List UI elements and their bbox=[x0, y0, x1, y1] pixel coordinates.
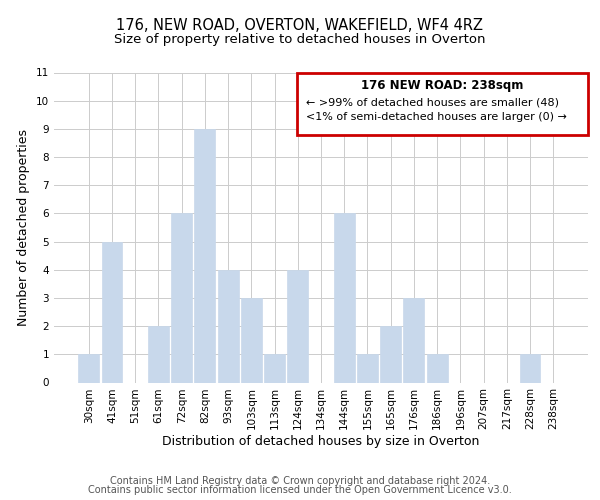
Bar bbox=[218, 270, 239, 382]
Bar bbox=[194, 129, 215, 382]
Text: 176, NEW ROAD, OVERTON, WAKEFIELD, WF4 4RZ: 176, NEW ROAD, OVERTON, WAKEFIELD, WF4 4… bbox=[116, 18, 484, 32]
Bar bbox=[78, 354, 99, 382]
Bar bbox=[380, 326, 401, 382]
Text: 176 NEW ROAD: 238sqm: 176 NEW ROAD: 238sqm bbox=[361, 79, 524, 92]
Bar bbox=[241, 298, 262, 382]
Bar bbox=[334, 214, 355, 382]
Bar bbox=[171, 214, 192, 382]
Text: Contains HM Land Registry data © Crown copyright and database right 2024.: Contains HM Land Registry data © Crown c… bbox=[110, 476, 490, 486]
Text: Contains public sector information licensed under the Open Government Licence v3: Contains public sector information licen… bbox=[88, 485, 512, 495]
Text: <1% of semi-detached houses are larger (0) →: <1% of semi-detached houses are larger (… bbox=[306, 112, 567, 122]
Bar bbox=[403, 298, 424, 382]
Bar bbox=[148, 326, 169, 382]
X-axis label: Distribution of detached houses by size in Overton: Distribution of detached houses by size … bbox=[163, 435, 479, 448]
Y-axis label: Number of detached properties: Number of detached properties bbox=[17, 129, 31, 326]
Bar bbox=[520, 354, 541, 382]
Text: ← >99% of detached houses are smaller (48): ← >99% of detached houses are smaller (4… bbox=[306, 98, 559, 108]
Bar bbox=[427, 354, 448, 382]
Bar bbox=[287, 270, 308, 382]
Bar bbox=[264, 354, 285, 382]
Bar bbox=[101, 242, 122, 382]
Bar bbox=[357, 354, 378, 382]
Text: Size of property relative to detached houses in Overton: Size of property relative to detached ho… bbox=[114, 32, 486, 46]
